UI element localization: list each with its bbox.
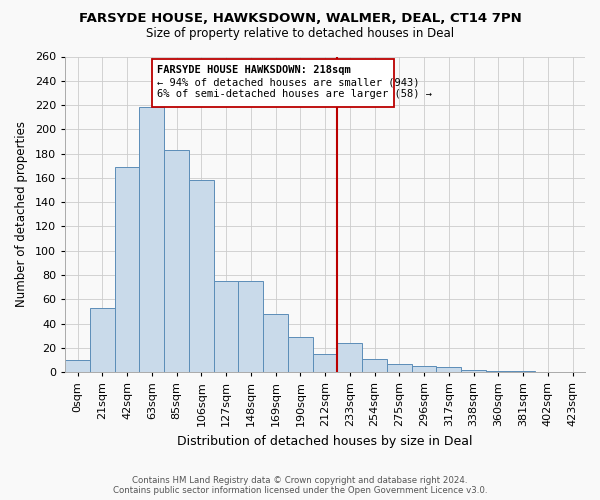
Text: Contains HM Land Registry data © Crown copyright and database right 2024.
Contai: Contains HM Land Registry data © Crown c… [113, 476, 487, 495]
Bar [362, 359, 387, 372]
Bar [511, 371, 535, 372]
Text: ← 94% of detached houses are smaller (943): ← 94% of detached houses are smaller (94… [157, 77, 419, 87]
Bar [139, 108, 164, 372]
Bar [164, 150, 189, 372]
Text: FARSYDE HOUSE, HAWKSDOWN, WALMER, DEAL, CT14 7PN: FARSYDE HOUSE, HAWKSDOWN, WALMER, DEAL, … [79, 12, 521, 26]
Bar [412, 366, 436, 372]
Text: FARSYDE HOUSE HAWKSDOWN: 218sqm: FARSYDE HOUSE HAWKSDOWN: 218sqm [157, 65, 350, 75]
Y-axis label: Number of detached properties: Number of detached properties [15, 122, 28, 308]
Bar [337, 343, 362, 372]
Bar [115, 167, 139, 372]
Bar [387, 364, 412, 372]
Bar [461, 370, 486, 372]
Bar [436, 368, 461, 372]
Bar [90, 308, 115, 372]
Text: 6% of semi-detached houses are larger (58) →: 6% of semi-detached houses are larger (5… [157, 90, 432, 100]
Bar [486, 371, 511, 372]
Bar [263, 314, 288, 372]
Bar [313, 354, 337, 372]
Bar [189, 180, 214, 372]
Text: Size of property relative to detached houses in Deal: Size of property relative to detached ho… [146, 28, 454, 40]
Bar [65, 360, 90, 372]
Bar [288, 337, 313, 372]
Bar [238, 281, 263, 372]
Bar [214, 281, 238, 372]
FancyBboxPatch shape [152, 59, 394, 108]
X-axis label: Distribution of detached houses by size in Deal: Distribution of detached houses by size … [178, 434, 473, 448]
